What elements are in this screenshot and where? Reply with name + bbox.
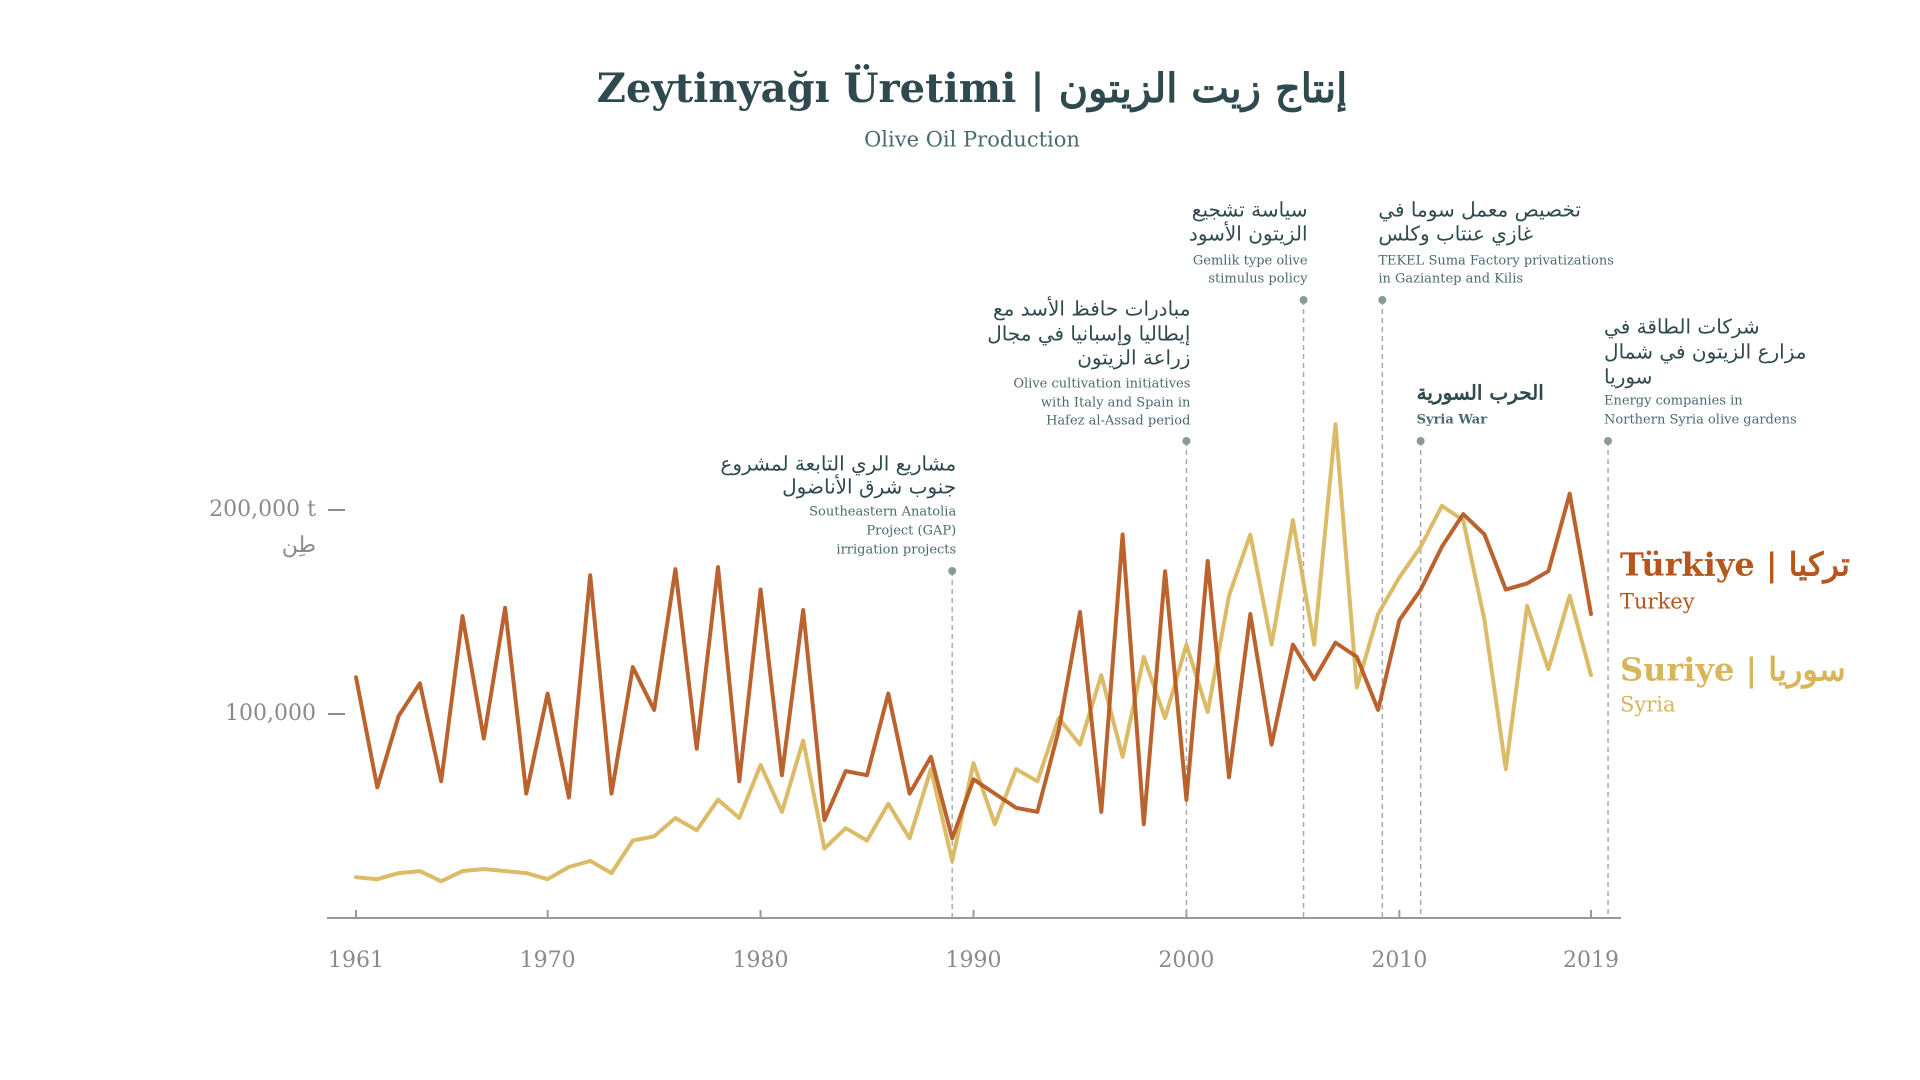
annotation-ar: إيطاليا وإسبانيا في مجال [987,322,1190,347]
legend-subname: Turkey [1620,590,1695,614]
chart-subtitle: Olive Oil Production [864,128,1080,152]
annotation-en: stimulus policy [1208,272,1308,287]
annotation-en: Northern Syria olive gardens [1604,413,1797,428]
annotation-en: Energy companies in [1604,394,1743,409]
annotation-ar: تخصيص معمل سوما في [1378,198,1581,222]
annotation-en: irrigation projects [836,543,956,558]
x-tick-label: 1980 [733,948,789,973]
annotation-en: Syria War [1417,413,1488,428]
x-tick-label: 1990 [946,948,1002,973]
annotation-dot [1378,296,1387,304]
y-tick-label: 100,000 [225,701,316,726]
annotation-en: Project (GAP) [866,524,956,539]
annotation-ar: الحرب السورية [1417,381,1544,406]
chart-title: Zeytinyağı Üretimi | إنتاج زيت الزيتون [597,65,1347,113]
y-tick-label: 200,000 t [209,497,316,522]
annotation-dot [1416,437,1425,445]
annotation-dot [1299,296,1308,304]
annotation-en: Gemlik type olive [1193,254,1308,269]
x-tick-label: 2010 [1371,948,1427,973]
annotation-ar: جنوب شرق الأناضول [782,474,956,499]
annotation-ar: مبادرات حافظ الأسد مع [993,296,1190,321]
annotation-ar: سياسة تشجيع [1192,198,1308,222]
legend-name: Suriye | سوريا [1620,651,1846,690]
legend-name: Türkiye | تركيا [1620,546,1850,585]
x-tick-label: 1970 [520,948,576,973]
x-tick-label: 2000 [1158,948,1214,973]
annotation-en: Olive cultivation initiatives [1013,377,1190,392]
series-line [354,491,1593,841]
annotation-dot [1604,437,1613,445]
annotation-dot [1182,437,1191,445]
annotation-ar: شركات الطاقة في [1604,315,1760,339]
x-tick-label: 1961 [328,948,384,973]
annotation-ar: مزارع الزيتون في شمال [1604,340,1806,364]
legend-subname: Syria [1620,693,1676,717]
annotation-ar: زراعة الزيتون [1077,346,1190,370]
series-line [354,422,1593,884]
annotation-ar: مشاريع الري التابعة لمشروع [720,452,956,476]
x-tick-label: 2019 [1563,948,1619,973]
annotation-ar: سوريا [1604,365,1652,389]
annotation-en: Southeastern Anatolia [809,505,956,520]
annotation-en: in Gaziantep and Kilis [1378,272,1523,287]
annotation-ar: الزيتون الأسود [1189,221,1308,246]
annotation-en: TEKEL Suma Factory privatizations [1378,254,1614,269]
annotation-en: with Italy and Spain in [1041,396,1191,411]
annotation-dot [948,567,957,575]
annotation-ar: غازي عنتاب وكلس [1378,222,1533,246]
annotation-en: Hafez al-Assad period [1046,414,1190,429]
y-unit: طِن [282,533,316,558]
